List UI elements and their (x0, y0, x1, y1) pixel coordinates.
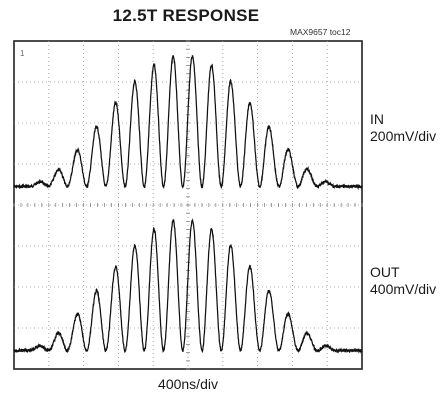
channel-scale-in: 200mV/div (370, 128, 437, 144)
channel-name-in: IN (370, 111, 384, 127)
figure-id: MAX9657 toc12 (290, 27, 351, 37)
channel-name-out: OUT (370, 264, 400, 280)
center-axis-ticks (13, 40, 363, 370)
channel-scale-out: 400mV/div (370, 281, 437, 297)
channel-label-in: IN 200mV/div (370, 111, 436, 145)
channel-marker: 1 (20, 49, 25, 58)
trace-out (13, 217, 363, 354)
timebase-label: 400ns/div (158, 376, 218, 392)
chart-title: 12.5T RESPONSE (112, 6, 260, 25)
trace-in (13, 55, 363, 191)
channel-label-out: OUT 400mV/div (370, 264, 436, 298)
